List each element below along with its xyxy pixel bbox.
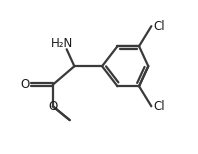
Text: H₂N: H₂N (51, 37, 73, 50)
Text: O: O (20, 78, 30, 91)
Text: O: O (48, 100, 57, 113)
Text: Cl: Cl (153, 20, 165, 33)
Text: Cl: Cl (153, 100, 165, 113)
